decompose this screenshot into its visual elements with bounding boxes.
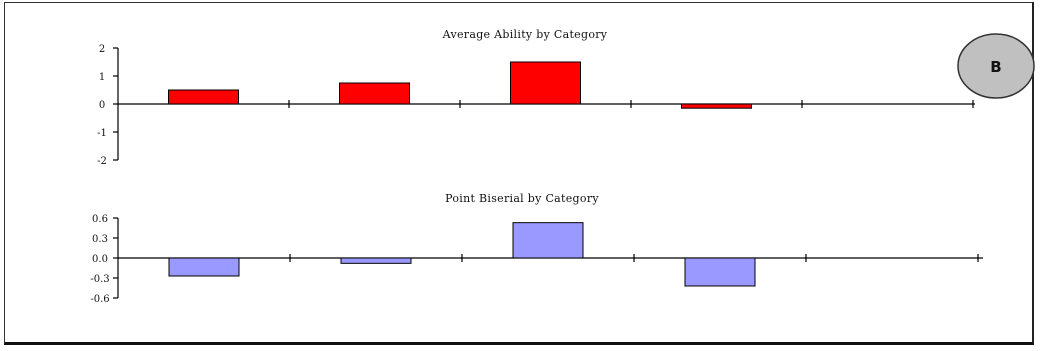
avg-ability-bar xyxy=(681,103,752,109)
avg-ability-y-tick-label: 2 xyxy=(99,44,105,55)
point-biserial-y-tick-label: 0.0 xyxy=(92,254,108,265)
point-biserial-bar xyxy=(340,257,412,264)
point-biserial-y-tick-label: -0.3 xyxy=(90,274,109,285)
point-biserial-chart: Point Biserial by Category 0.6 0.3 0.0 -0.3… xyxy=(90,192,983,305)
chart-frame xyxy=(4,2,1034,345)
badge-b: B xyxy=(957,33,1035,99)
avg-ability-bar xyxy=(339,82,410,105)
avg-ability-y-tick-label: 1 xyxy=(99,72,105,83)
average-ability-title: Average Ability by Category xyxy=(442,28,608,41)
avg-ability-y-tick-label: -1 xyxy=(97,128,107,139)
point-biserial-y-tick-label: 0.6 xyxy=(92,214,108,225)
average-ability-chart: Average Ability by Category 2 1 0 -1 -2 xyxy=(97,28,975,167)
point-biserial-y-tick-label: 0.3 xyxy=(92,234,108,245)
point-biserial-bars xyxy=(168,222,756,287)
badge-label: B xyxy=(990,58,1001,76)
badge-ellipse xyxy=(957,33,1035,99)
avg-ability-y-tick-label: -2 xyxy=(97,156,107,167)
avg-ability-bar xyxy=(168,89,239,105)
point-biserial-title: Point Biserial by Category xyxy=(445,192,599,205)
avg-ability-y-tick-label: 0 xyxy=(99,100,105,111)
avg-ability-bar xyxy=(510,61,581,105)
average-ability-bars xyxy=(168,61,752,109)
point-biserial-bar xyxy=(684,257,756,287)
point-biserial-bar xyxy=(168,257,240,277)
point-biserial-bar xyxy=(512,222,584,259)
point-biserial-y-tick-label: -0.6 xyxy=(90,294,109,305)
